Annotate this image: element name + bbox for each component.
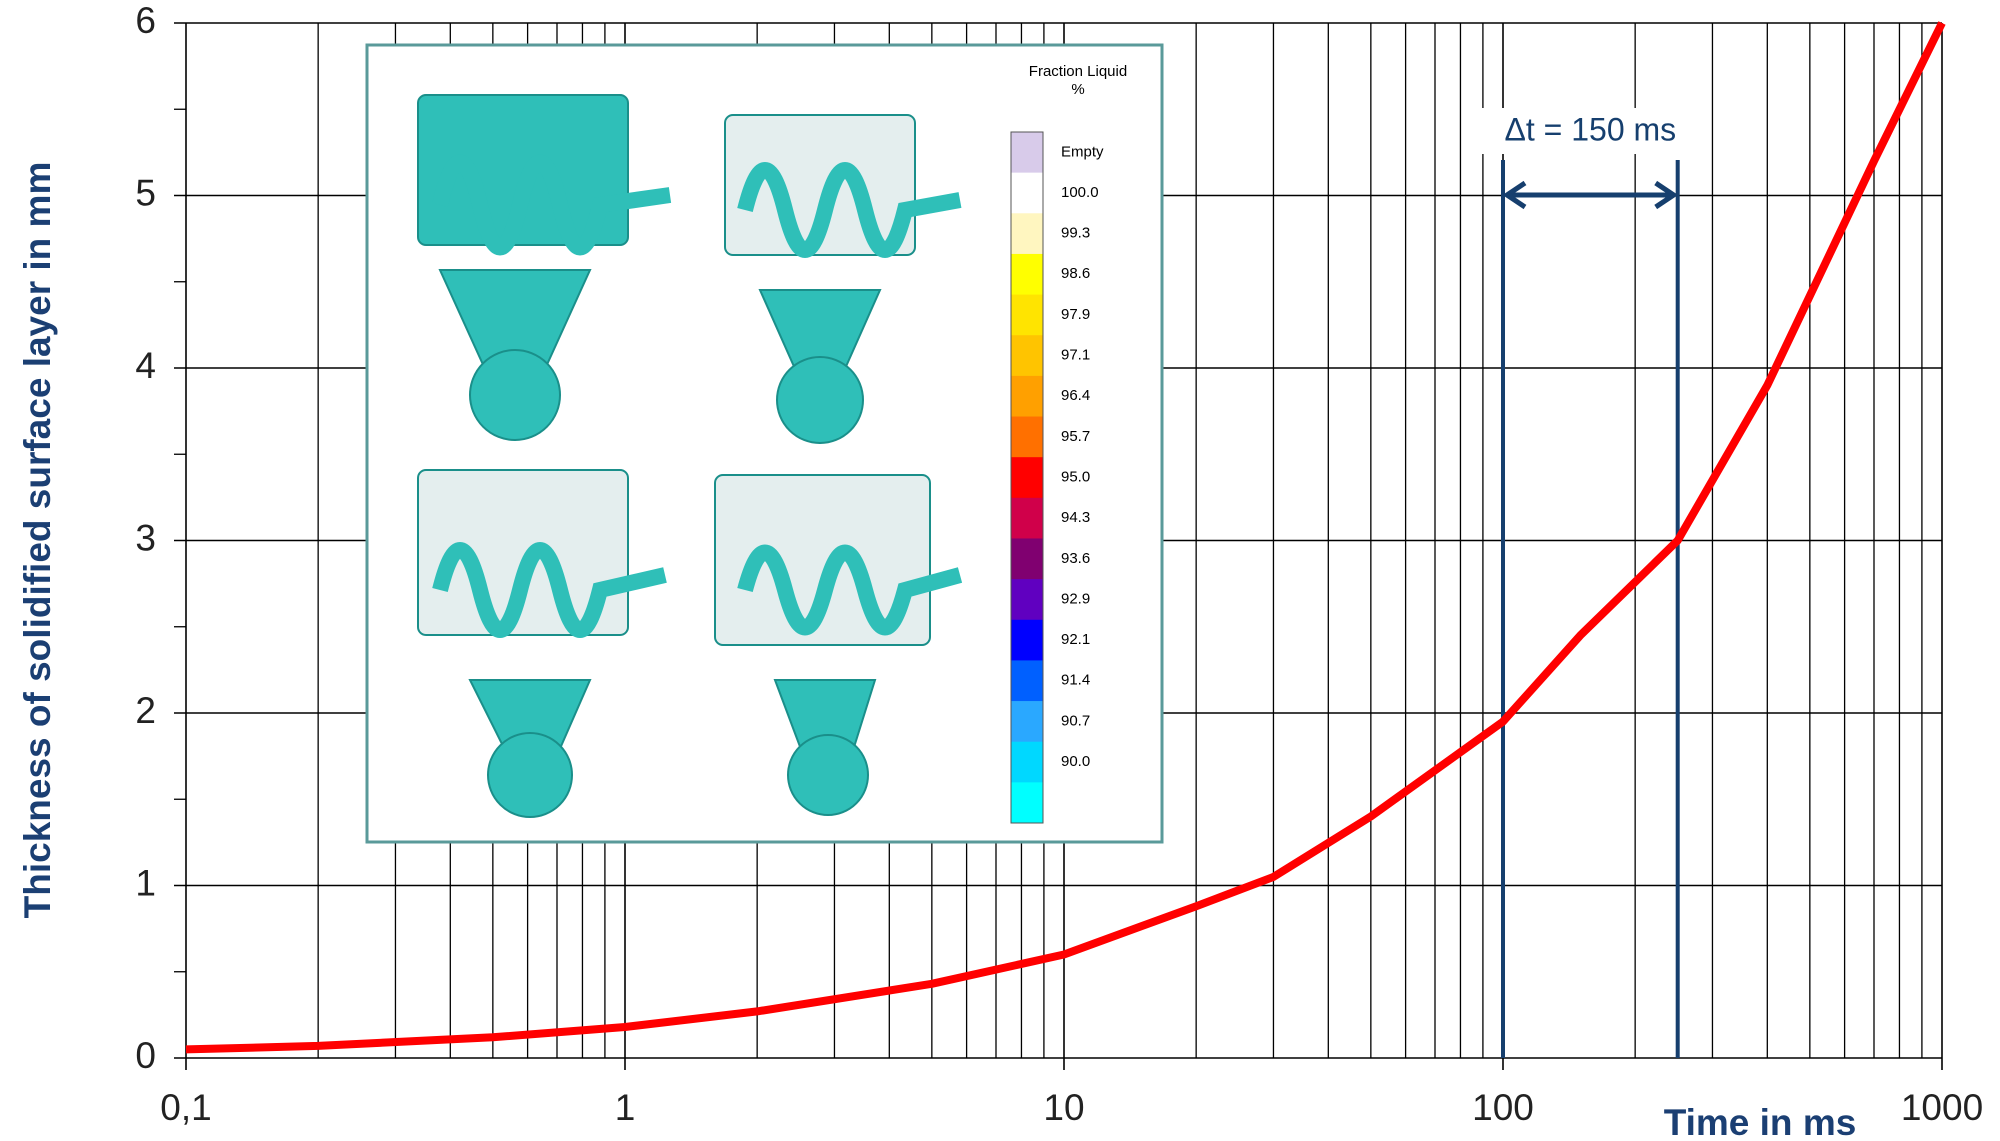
colorbar-segment bbox=[1011, 660, 1043, 701]
annotation-text: Δt = 150 ms bbox=[1505, 111, 1677, 147]
colorbar-segment bbox=[1011, 782, 1043, 823]
colorbar-segment bbox=[1011, 376, 1043, 417]
colorbar-label: 90.7 bbox=[1061, 712, 1090, 729]
colorbar-label: Empty bbox=[1061, 143, 1104, 160]
model bbox=[788, 735, 868, 815]
x-tick-label: 10 bbox=[1043, 1087, 1084, 1128]
colorbar-segment bbox=[1011, 457, 1043, 498]
chart: Thickness of solidified surface layer in… bbox=[0, 0, 2000, 1141]
colorbar-segment bbox=[1011, 335, 1043, 376]
colorbar-segment bbox=[1011, 538, 1043, 579]
y-tick-label: 4 bbox=[135, 345, 156, 386]
colorbar-label: 90.0 bbox=[1061, 753, 1090, 770]
colorbar-segment bbox=[1011, 132, 1043, 173]
colorbar-segment bbox=[1011, 254, 1043, 295]
y-tick-label: 3 bbox=[135, 517, 156, 558]
colorbar-label: 92.1 bbox=[1061, 631, 1090, 648]
y-tick-label: 6 bbox=[135, 0, 156, 41]
model bbox=[470, 350, 560, 440]
colorbar-label: 95.0 bbox=[1061, 468, 1090, 485]
y-tick-label: 5 bbox=[135, 172, 156, 213]
colorbar-segment bbox=[1011, 579, 1043, 620]
colorbar-segment bbox=[1011, 620, 1043, 661]
y-tick-label: 1 bbox=[135, 862, 156, 903]
colorbar-segment bbox=[1011, 213, 1043, 254]
colorbar-label: 93.6 bbox=[1061, 550, 1090, 567]
y-tick-label: 0 bbox=[135, 1035, 156, 1076]
colorbar-label: 96.4 bbox=[1061, 387, 1090, 404]
legend-title: Fraction Liquid bbox=[1029, 63, 1127, 80]
model bbox=[777, 357, 863, 443]
colorbar-label: 94.3 bbox=[1061, 509, 1090, 526]
x-axis-title: Time in ms bbox=[1664, 1102, 1857, 1141]
colorbar-segment bbox=[1011, 742, 1043, 783]
colorbar-segment bbox=[1011, 417, 1043, 458]
colorbar-segment bbox=[1011, 498, 1043, 539]
inset-image: Fraction Liquid % Empty 100.0 99.3 98.6 97.9… bbox=[367, 45, 1162, 842]
colorbar-label: 97.1 bbox=[1061, 347, 1090, 364]
colorbar-label: 98.6 bbox=[1061, 265, 1090, 282]
colorbar-label: 92.9 bbox=[1061, 590, 1090, 607]
colorbar-label: 100.0 bbox=[1061, 184, 1099, 201]
colorbar-label: 95.7 bbox=[1061, 428, 1090, 445]
model bbox=[488, 733, 572, 817]
y-tick-label: 2 bbox=[135, 690, 156, 731]
colorbar-segment bbox=[1011, 295, 1043, 336]
x-tick-label: 0,1 bbox=[160, 1087, 211, 1128]
x-tick-label: 1000 bbox=[1901, 1087, 1983, 1128]
colorbar-label: 91.4 bbox=[1061, 672, 1090, 689]
colorbar-label: 99.3 bbox=[1061, 225, 1090, 242]
colorbar-label: 97.9 bbox=[1061, 306, 1090, 323]
legend-unit: % bbox=[1071, 81, 1084, 98]
colorbar-segment bbox=[1011, 701, 1043, 742]
x-tick-label: 100 bbox=[1472, 1087, 1534, 1128]
colorbar-segment bbox=[1011, 173, 1043, 214]
y-axis-title: Thickness of solidified surface layer in… bbox=[17, 162, 58, 919]
x-tick-label: 1 bbox=[615, 1087, 636, 1128]
